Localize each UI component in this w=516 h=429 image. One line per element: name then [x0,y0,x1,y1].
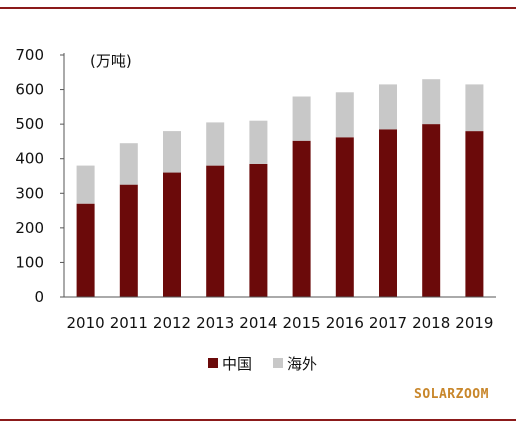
bar-china-2017 [379,129,397,297]
bar-overseas-2015 [292,96,311,141]
y-tick-label: 600 [15,81,44,99]
x-tick-label: 2015 [283,314,321,332]
bar-china-2016 [335,137,354,297]
bar-overseas-2016 [335,92,354,138]
bar-overseas-2019 [465,84,484,132]
legend-swatch-overseas [273,358,283,368]
watermark-logo: SOLARZOOM [414,387,489,402]
x-tick-label: 2011 [110,314,148,332]
y-tick-label: 0 [34,288,44,306]
y-tick-label: 300 [15,184,44,202]
legend-swatch-china [208,358,218,368]
x-tick-label: 2019 [455,314,493,332]
bar-china-2012 [163,172,181,297]
y-tick-label: 500 [15,115,44,133]
bar-china-2011 [119,184,138,297]
bar-overseas-2012 [163,131,181,173]
bar-china-2010 [76,203,95,297]
legend-label-overseas: 海外 [287,355,317,373]
bar-overseas-2010 [76,165,95,204]
bar-overseas-2011 [119,143,138,185]
x-tick-label: 2017 [369,314,407,332]
x-tick-label: 2012 [153,314,191,332]
y-tick-label: 200 [15,219,44,237]
x-tick-label: 2010 [67,314,105,332]
bar-overseas-2017 [379,84,397,130]
legend-label-china: 中国 [222,355,252,373]
x-tick-label: 2016 [326,314,364,332]
unit-label: (万吨) [90,52,132,70]
x-tick-label: 2018 [412,314,450,332]
y-tick-label: 400 [15,150,44,168]
x-tick-label: 2014 [239,314,277,332]
bar-china-2018 [422,124,441,297]
bar-china-2015 [292,140,311,297]
y-tick-label: 100 [15,253,44,271]
legend: 中国 海外 [208,355,317,373]
bar-china-2014 [249,163,268,297]
bar-overseas-2018 [422,79,441,125]
bar-china-2019 [465,131,484,297]
bar-overseas-2013 [206,122,225,166]
bar-overseas-2014 [249,120,268,164]
x-tick-label: 2013 [196,314,234,332]
y-tick-label: 700 [15,46,44,64]
bar-china-2013 [206,165,225,297]
